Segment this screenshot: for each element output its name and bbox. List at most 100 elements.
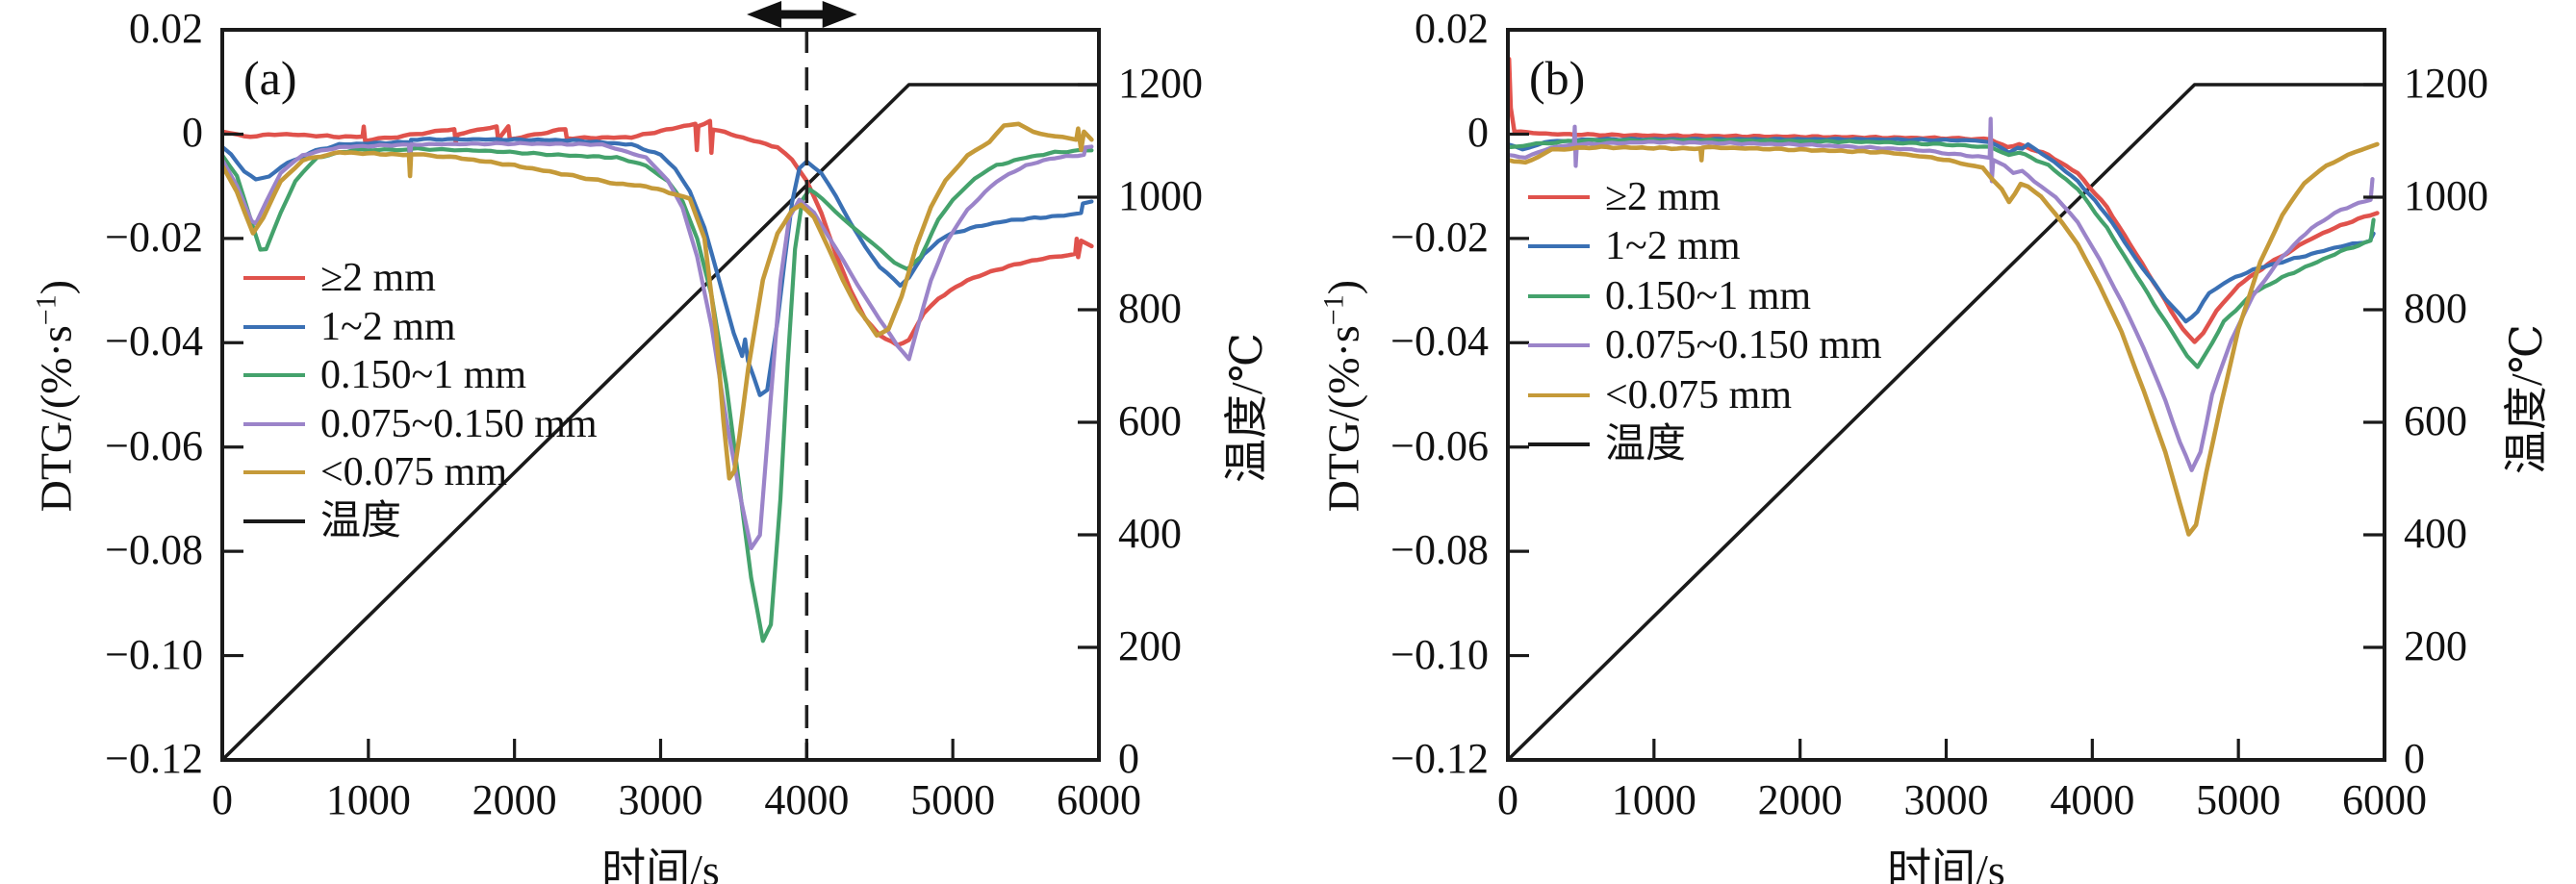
panel-p1-series-0	[1506, 57, 2380, 344]
legend-line-swatch-icon	[243, 421, 305, 426]
legend-line-swatch-icon	[1528, 194, 1590, 199]
panel-p0-y-left-tick-label: 0	[182, 109, 203, 157]
legend-item-label: 温度	[320, 498, 402, 543]
legend-line-swatch-icon	[243, 276, 305, 281]
panel-p1-y-right-tick-label: 1000	[2404, 171, 2488, 219]
panel-p0-y-left-tick-label: −0.12	[105, 735, 203, 782]
panel-p1-y-right-tick-label: 0	[2404, 735, 2425, 782]
panel-p0-y-right-tick-label: 0	[1118, 735, 1139, 782]
legend-item-label: 1~2 mm	[1605, 224, 1741, 269]
panel-p1-y-right-tick-label: 1200	[2404, 59, 2488, 107]
panel-p0-legend: ≥2 mm 1~2 mm 0.150~1 mm 0.075~0.150 mm <0.07…	[243, 254, 598, 545]
panel-p0-series-3	[220, 140, 1094, 550]
panel-p0-x-tick-label: 4000	[764, 776, 850, 823]
panel-p1-legend-item-2: 0.150~1 mm	[1528, 271, 1882, 321]
panel-p1-x-tick-label: 0	[1497, 776, 1518, 823]
panel-p0-series-5	[220, 83, 1101, 762]
panel-p0-y-right-tick-label: 800	[1118, 284, 1182, 332]
panel-p1-series-3	[1506, 116, 2375, 472]
legend-line-swatch-icon	[1528, 392, 1590, 397]
panel-p1-x-tick-label: 2000	[1757, 776, 1843, 823]
panel-p0-legend-item-0: ≥2 mm	[243, 254, 598, 303]
panel-p0-y-right-tick-label: 600	[1118, 396, 1182, 444]
legend-line-swatch-icon	[1528, 343, 1590, 348]
legend-item-label: 0.150~1 mm	[1605, 273, 1812, 318]
panel-p0-x-tick-label: 1000	[325, 776, 411, 823]
panel-p1-y-left-tick-label: 0	[1467, 109, 1489, 157]
panel-p0-y-left-tick-label: −0.10	[105, 630, 203, 678]
panel-p0-y-right-tick-label: 1200	[1118, 59, 1203, 107]
panel-p0-x-tick-label: 6000	[1057, 776, 1141, 823]
panel-p1-x-tick-label: 5000	[2196, 776, 2282, 823]
legend-line-swatch-icon	[243, 470, 305, 475]
panel-p0-y-right-tick-label: 1000	[1118, 171, 1203, 219]
panel-p1-legend-item-1: 1~2 mm	[1528, 222, 1882, 272]
panel-p0-y-right-tick-label: 400	[1118, 509, 1182, 557]
panel-p1-y-left-tick-label: −0.12	[1390, 735, 1489, 782]
panel-p1-y-right-axis-title: 温度/℃	[2502, 323, 2551, 475]
panel-p0-x-axis-title: 时间/s	[601, 846, 720, 884]
panel-p1-y-left-tick-label: −0.08	[1390, 526, 1489, 574]
legend-line-swatch-icon	[243, 324, 305, 329]
panel-p0-x-tick-label: 5000	[910, 776, 996, 823]
panel-p0-legend-item-2: 0.150~1 mm	[243, 351, 598, 400]
panel-p1-y-left-tick-label: −0.10	[1390, 630, 1489, 678]
panel-p0-y-left-tick-label: −0.06	[105, 421, 203, 469]
legend-item-label: ≥2 mm	[320, 256, 436, 301]
legend-item-label: ≥2 mm	[1605, 174, 1721, 219]
panel-p1-y-left-tick-label: −0.04	[1390, 317, 1489, 366]
panel-p1-y-left-tick-label: −0.02	[1390, 213, 1489, 261]
panel-p0-legend-item-3: 0.075~0.150 mm	[243, 400, 598, 449]
panel-p0-y-right-tick-label: 200	[1118, 621, 1182, 669]
panel-p0-y-left-tick-label: −0.02	[105, 213, 203, 261]
panel-p1-y-left-tick-label: 0.02	[1415, 5, 1489, 52]
panel-p1-legend-item-4: <0.075 mm	[1528, 370, 1882, 420]
panel-p1-tag: (b)	[1529, 51, 1586, 105]
panel-p0-legend-item-1: 1~2 mm	[243, 303, 598, 352]
panel-p0-series-4	[220, 121, 1094, 481]
panel-p1-y-left-axis-title: DTG/(%·s−1)	[1317, 279, 1368, 513]
panel-p0-tag: (a)	[243, 51, 297, 105]
legend-line-swatch-icon	[243, 518, 305, 523]
legend-item-label: 温度	[1605, 422, 1687, 467]
legend-item-label: 0.150~1 mm	[320, 353, 527, 398]
legend-item-label: 0.075~0.150 mm	[1605, 323, 1882, 368]
panel-p0-y-left-axis-title: DTG/(%·s−1)	[30, 279, 81, 513]
panel-p0-y-left-tick-label: 0.02	[129, 5, 203, 52]
panel-p1-legend-item-3: 0.075~0.150 mm	[1528, 321, 1882, 371]
panel-p0-y-left-tick-label: −0.04	[105, 317, 203, 366]
legend-line-swatch-icon	[1528, 244, 1590, 249]
panel-p0-curves	[220, 83, 1101, 762]
panel-p1-y-right-tick-label: 800	[2404, 284, 2467, 332]
panel-p0-series-0	[220, 118, 1094, 348]
legend-item-label: <0.075 mm	[1605, 372, 1793, 417]
panel-p1-legend-item-0: ≥2 mm	[1528, 172, 1882, 222]
panel-p1-x-tick-label: 1000	[1611, 776, 1696, 823]
panel-p1-x-tick-label: 4000	[2050, 776, 2135, 823]
legend-line-swatch-icon	[1528, 442, 1590, 447]
panel-p1-y-right-tick-label: 600	[2404, 396, 2467, 444]
panel-p1-y-left-tick-label: −0.06	[1390, 421, 1489, 469]
panel-p0-x-tick-label: 2000	[472, 776, 557, 823]
panel-p1-y-right-tick-label: 200	[2404, 621, 2467, 669]
panel-p0-y-right-axis-title: 温度/℃	[1222, 332, 1271, 484]
panel-p1-series-5	[1506, 83, 2386, 762]
panel-p0-legend-item-4: <0.075 mm	[243, 448, 598, 497]
panel-p0-x-tick-label: 3000	[618, 776, 703, 823]
panel-p0-y-left-tick-label: −0.08	[105, 526, 203, 574]
legend-item-label: <0.075 mm	[320, 450, 508, 495]
panel-p1-x-axis-title: 时间/s	[1887, 846, 2005, 884]
panel-p1-x-tick-label: 3000	[1903, 776, 1989, 823]
legend-item-label: 1~2 mm	[320, 304, 456, 349]
legend-item-label: 0.075~0.150 mm	[320, 401, 598, 446]
panel-p0-x-tick-label: 0	[212, 776, 233, 823]
legend-line-swatch-icon	[243, 373, 305, 378]
panel-p1-legend: ≥2 mm 1~2 mm 0.150~1 mm 0.075~0.150 mm <0.07…	[1528, 172, 1882, 469]
panel-p0-double-arrow-icon	[747, 1, 857, 28]
panel-p1-curves	[1506, 57, 2386, 762]
panel-p1-series-4	[1506, 141, 2380, 537]
panel-p1-y-right-tick-label: 400	[2404, 509, 2467, 557]
legend-line-swatch-icon	[1528, 293, 1590, 298]
